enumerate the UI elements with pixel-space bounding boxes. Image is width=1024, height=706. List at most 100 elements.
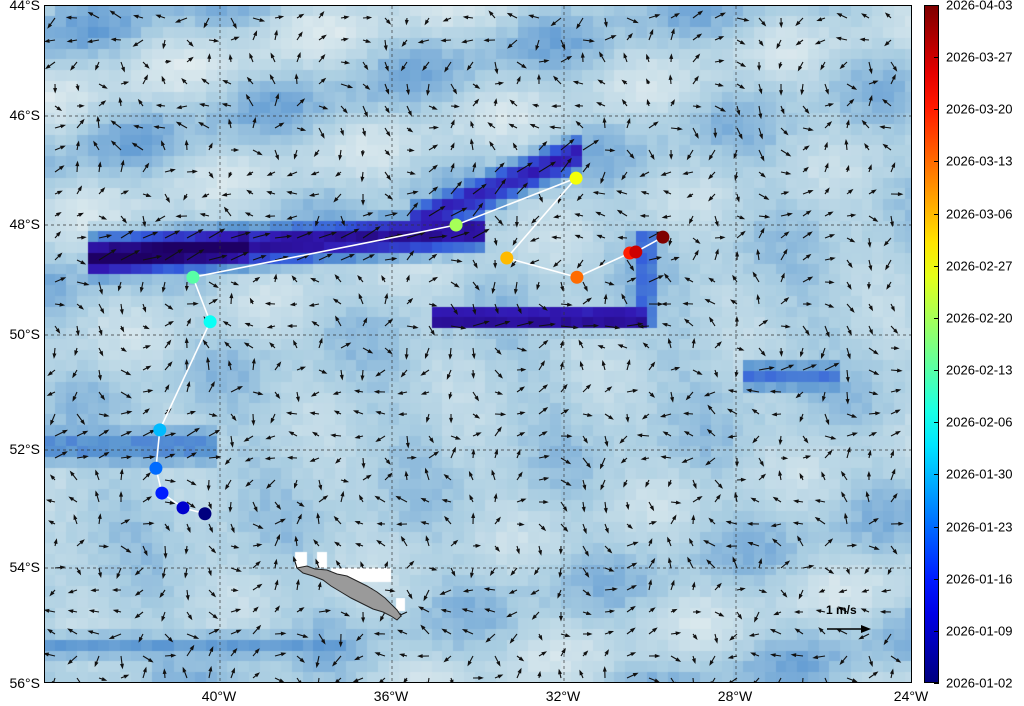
current-vector-arrow: [626, 652, 637, 657]
current-vector-arrow: [732, 274, 738, 283]
current-vector-arrow: [207, 567, 212, 577]
current-vector-arrow: [493, 492, 498, 503]
current-vector-arrow: [883, 633, 892, 646]
current-vector-arrow: [308, 192, 320, 197]
current-vector-arrow: [483, 587, 496, 592]
current-vector-arrow: [376, 539, 386, 547]
current-vector-arrow: [45, 652, 56, 657]
current-vector-arrow: [401, 39, 408, 47]
current-vector-arrow: [54, 231, 62, 239]
current-vector-arrow: [70, 61, 78, 71]
track-point[interactable]: [155, 486, 169, 500]
colorbar-tick: [934, 57, 939, 59]
current-vector-arrow: [229, 292, 234, 305]
track-point[interactable]: [629, 245, 643, 259]
current-vector-arrow: [558, 611, 563, 622]
current-vector-arrow: [208, 142, 213, 151]
current-vector-arrow: [797, 535, 804, 547]
lon-tick-label: 40°W: [201, 688, 237, 704]
track-point[interactable]: [569, 171, 583, 185]
current-vector-arrow: [823, 141, 828, 151]
current-vector-arrow: [692, 237, 701, 244]
current-vector-arrow: [890, 492, 898, 503]
current-vector-arrow: [289, 302, 298, 307]
current-vector-arrow: [472, 228, 490, 239]
current-vector-arrow: [54, 429, 69, 437]
current-vector-arrow: [667, 536, 672, 547]
current-vector-arrow: [316, 512, 321, 525]
current-vector-arrow: [668, 479, 672, 488]
current-vector-arrow: [296, 127, 307, 132]
current-vector-arrow: [358, 293, 364, 305]
current-vector-arrow: [780, 456, 789, 461]
current-vector-arrow: [309, 457, 320, 462]
current-vector-arrow: [868, 655, 873, 667]
track-point[interactable]: [186, 270, 200, 284]
current-vector-arrow: [296, 655, 305, 663]
current-vector-arrow: [423, 589, 430, 602]
track-point[interactable]: [149, 461, 163, 475]
current-vector-arrow: [354, 434, 364, 439]
current-vector-arrow: [736, 346, 745, 351]
current-vector-arrow: [670, 500, 682, 505]
track-point[interactable]: [449, 218, 463, 232]
colorbar-tick-label: 2026-03-20: [946, 101, 1013, 117]
current-vector-arrow: [310, 171, 320, 176]
current-vector-arrow: [494, 178, 506, 195]
lat-tick-label: 46°S: [9, 107, 40, 123]
colorbar-tick-label: 2026-02-06: [946, 414, 1013, 430]
current-vector-arrow: [450, 281, 460, 288]
track-point[interactable]: [153, 423, 167, 437]
current-vector-arrow: [450, 303, 459, 316]
current-vector-arrow: [582, 457, 592, 469]
current-vector-arrow: [835, 36, 848, 41]
current-vector-arrow: [758, 17, 767, 27]
current-vector-arrow: [252, 672, 260, 679]
current-vector-arrow: [824, 162, 829, 173]
current-vector-arrow: [45, 608, 56, 613]
colorbar-tick-label: 2026-03-13: [946, 153, 1013, 169]
track-point[interactable]: [203, 315, 217, 329]
current-vector-arrow: [648, 121, 659, 129]
current-vector-arrow: [560, 633, 571, 638]
current-vector-arrow: [164, 432, 177, 437]
track-point[interactable]: [570, 270, 584, 284]
current-vector-arrow: [426, 677, 430, 682]
current-vector-arrow: [264, 301, 276, 306]
current-vector-arrow: [142, 365, 152, 371]
current-vector-arrow: [296, 51, 301, 63]
current-vector-arrow: [97, 513, 102, 525]
current-vector-arrow: [648, 607, 656, 613]
current-vector-arrow: [252, 583, 263, 591]
current-vector-arrow: [361, 193, 366, 206]
current-vector-arrow: [535, 39, 540, 51]
current-vector-arrow: [560, 383, 568, 393]
current-vector-arrow: [494, 81, 505, 86]
map-panel: [44, 5, 912, 683]
track-point[interactable]: [198, 507, 212, 521]
current-vector-arrow: [384, 588, 396, 593]
current-vector-arrow: [709, 655, 716, 666]
current-vector-arrow: [264, 456, 276, 461]
track-point[interactable]: [176, 501, 190, 515]
current-vector-arrow: [846, 446, 851, 459]
current-vector-arrow: [494, 545, 500, 552]
track-point[interactable]: [656, 230, 670, 244]
colorbar-tick: [934, 5, 939, 6]
current-vector-arrow: [596, 102, 606, 107]
current-vector-arrow: [861, 119, 870, 129]
current-vector-arrow: [516, 182, 529, 195]
current-vector-arrow: [184, 567, 189, 579]
current-vector-arrow: [538, 161, 557, 173]
current-vector-arrow: [335, 677, 342, 682]
current-vector-arrow: [604, 630, 615, 635]
current-vector-arrow: [293, 339, 298, 349]
current-vector-arrow: [626, 562, 638, 569]
current-vector-arrow: [824, 234, 836, 239]
track-point[interactable]: [500, 251, 514, 265]
current-vector-arrow: [714, 493, 721, 503]
current-vector-arrow: [450, 567, 456, 577]
current-vector-arrow: [736, 39, 746, 45]
current-vector-arrow: [184, 358, 189, 371]
current-vector-arrow: [575, 120, 584, 129]
